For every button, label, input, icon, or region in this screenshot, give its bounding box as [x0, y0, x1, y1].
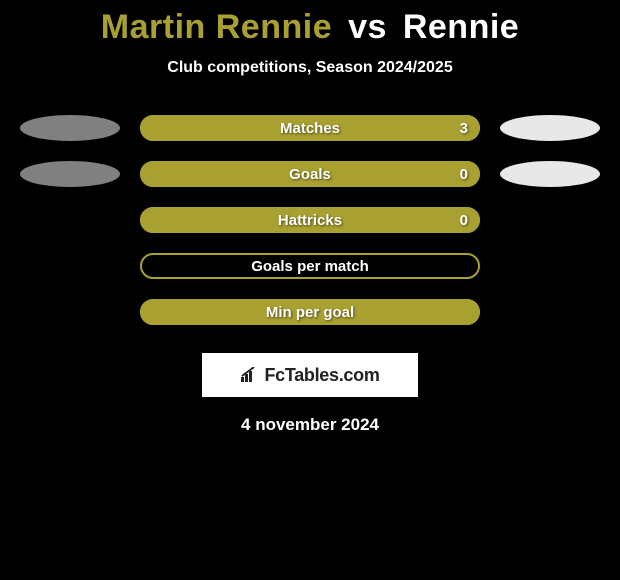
right-ellipse — [500, 161, 600, 187]
stat-label: Hattricks — [140, 207, 480, 233]
stat-label: Min per goal — [140, 299, 480, 325]
left-ellipse — [20, 161, 120, 187]
stat-row: Hattricks0 — [0, 197, 620, 243]
logo-label: FcTables.com — [264, 365, 379, 386]
stat-row: Goals0 — [0, 151, 620, 197]
stat-row: Matches3 — [0, 105, 620, 151]
stat-bar: Goals0 — [140, 161, 480, 187]
player2-name: Rennie — [403, 8, 519, 46]
stat-row: Goals per match — [0, 243, 620, 289]
stat-bar: Min per goal — [140, 299, 480, 325]
stat-label: Matches — [140, 115, 480, 141]
stat-bar: Matches3 — [140, 115, 480, 141]
stat-bar: Hattricks0 — [140, 207, 480, 233]
vs-text: vs — [348, 8, 387, 46]
logo-box: FcTables.com — [202, 353, 418, 397]
date-text: 4 november 2024 — [0, 415, 620, 435]
stats-rows: Matches3Goals0Hattricks0Goals per matchM… — [0, 105, 620, 335]
right-ellipse — [500, 115, 600, 141]
stat-right-value: 0 — [460, 207, 468, 233]
player1-name: Martin Rennie — [101, 8, 332, 46]
stat-bar: Goals per match — [140, 253, 480, 279]
comparison-title: Martin Rennie vs Rennie — [0, 0, 620, 47]
stat-label: Goals per match — [140, 253, 480, 279]
subtitle: Club competitions, Season 2024/2025 — [0, 59, 620, 77]
chart-icon — [240, 367, 260, 383]
stat-label: Goals — [140, 161, 480, 187]
stat-right-value: 3 — [460, 115, 468, 141]
stat-row: Min per goal — [0, 289, 620, 335]
logo-text: FcTables.com — [240, 365, 379, 386]
stat-right-value: 0 — [460, 161, 468, 187]
left-ellipse — [20, 115, 120, 141]
